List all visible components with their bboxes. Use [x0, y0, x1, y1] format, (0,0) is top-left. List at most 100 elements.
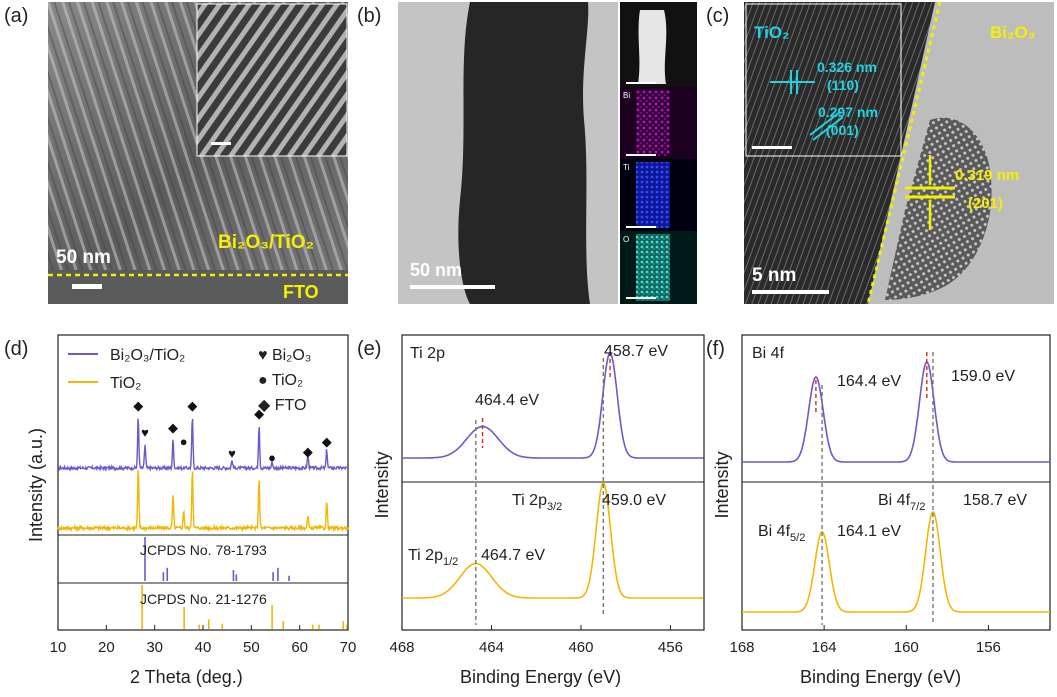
x-tick-label-d-1: 20 — [98, 639, 115, 656]
tio2-label: TiO₂ — [754, 23, 790, 42]
eds-scale-bar-2 — [626, 154, 656, 156]
eds-bi-signal — [636, 90, 670, 156]
phase-marker-4: ◆ — [187, 398, 197, 413]
x-axis-label-d: 2 Theta (deg.) — [130, 667, 243, 687]
hrtem-inset — [745, 3, 902, 157]
region-title-f: Bi 4f — [752, 345, 785, 362]
x-axis-label-e: Binding Energy (eV) — [460, 667, 621, 687]
bi2o3-particle — [885, 117, 992, 300]
phase-marker-6: ◆ — [254, 406, 264, 421]
scale-bar-c — [752, 290, 829, 294]
eds-label-o: O — [623, 235, 629, 244]
plane-110: (110) — [827, 77, 859, 93]
panel-letter-d: (d) — [4, 338, 28, 360]
peak-label-f1: 164.4 eV — [837, 373, 901, 390]
scale-bar-label-c: 5 nm — [752, 265, 796, 286]
panel-letter-b: (b) — [357, 5, 381, 27]
eds-o-signal — [636, 234, 670, 301]
peak-label-f3: 164.1 eV — [837, 523, 901, 540]
peak-label-e1: 464.4 eV — [475, 392, 539, 409]
x-tick-label-d-3: 40 — [195, 639, 212, 656]
scale-bar-label-a: 50 nm — [56, 247, 111, 268]
substrate-label: FTO — [283, 282, 319, 302]
x-tick-label-d-5: 60 — [291, 639, 308, 656]
scale-bar-a — [72, 284, 102, 289]
y-axis-label-f: Intensity — [712, 451, 732, 518]
x-tick-label-1-3: 456 — [658, 639, 683, 656]
orbital-name-f1: Bi 4f — [758, 523, 791, 540]
xps-series-1-1 — [402, 481, 704, 599]
peak-label-f4: 158.7 eV — [963, 492, 1027, 509]
x-tick-label-2-2: 160 — [894, 639, 919, 656]
phase-marker-2: ◆ — [168, 420, 178, 435]
xps-series-2-1 — [742, 511, 1050, 613]
plane-001: (001) — [826, 122, 859, 138]
panel-letter-f: (f) — [706, 338, 725, 360]
panel-e-xps-ti2p: (e) 468 464 460 456 Ti 2p 464.4 eV 458.7 eV… — [357, 334, 705, 687]
xps-series-2-0 — [742, 361, 1050, 463]
panel-f-xps-bi4f: (f) 168 164 160 156 Bi 4f 164.4 eV 159.0 eV… — [706, 334, 1051, 687]
legend-label-composite: Bi₂O₃/TiO₂ — [110, 347, 185, 364]
eds-ti-signal — [636, 162, 670, 228]
x-tick-label-d-0: 10 — [50, 639, 67, 656]
legend-marker-tio2: ● TiO₂ — [258, 372, 303, 389]
xrd-series-1 — [57, 469, 349, 533]
phase-marker-3: ● — [180, 434, 188, 449]
x-tick-label-1-1: 464 — [479, 639, 504, 656]
orbital-name-f2: Bi 4f — [878, 492, 911, 509]
y-axis-label-e: Intensity — [372, 451, 392, 518]
peak-label-e2: 458.7 eV — [604, 343, 668, 360]
legend-marker-fto: ◆ FTO — [258, 397, 306, 414]
xrd-series-0 — [57, 418, 349, 472]
orbital-sub-f1: 5/2 — [790, 532, 805, 544]
bi2o3-label: Bi₂O₃ — [990, 23, 1036, 42]
peak-label-f2: 159.0 eV — [951, 368, 1015, 385]
orbital-label-e2: Ti 2p3/2 — [512, 492, 562, 513]
x-tick-label-1-0: 468 — [389, 639, 414, 656]
orbital-sub-e1: 1/2 — [443, 556, 458, 568]
x-tick-label-d-6: 70 — [340, 639, 357, 656]
reference-label-1: JCPDS No. 78-1793 — [140, 542, 267, 558]
panel-letter-a: (a) — [4, 5, 28, 27]
eds-scale-bar-4 — [626, 297, 656, 299]
x-tick-label-2-3: 156 — [976, 639, 1001, 656]
inset-scale-bar — [211, 142, 231, 145]
inset-scale-bar-c — [752, 146, 792, 149]
phase-marker-7: ● — [268, 450, 276, 465]
interface-line — [866, 1, 942, 305]
d-spacing-201: 0.319 nm — [955, 167, 1019, 184]
eds-label-ti: Ti — [623, 163, 630, 172]
orbital-label-e1: Ti 2p1/2 — [408, 547, 458, 568]
phase-marker-5: ♥ — [228, 446, 236, 461]
panel-letter-c: (c) — [706, 5, 729, 27]
phase-marker-8: ◆ — [303, 444, 313, 459]
orbital-label-f1: Bi 4f5/2 — [758, 523, 805, 544]
orbital-sub-e2: 3/2 — [547, 501, 562, 513]
nanorod — [458, 2, 590, 304]
scale-bar-b — [410, 285, 495, 289]
x-tick-label-2-0: 168 — [729, 639, 754, 656]
d-spacing-110: 0.326 nm — [817, 59, 877, 75]
phase-marker-9: ◆ — [322, 434, 332, 449]
orbital-label-f2: Bi 4f7/2 — [878, 492, 925, 513]
peak-label-e3: 464.7 eV — [481, 547, 545, 564]
y-axis-label-d: Intensity (a.u.) — [26, 428, 46, 542]
sem-inset-image — [196, 3, 348, 157]
spacing-marker-001b — [812, 116, 844, 141]
phase-marker-1: ♥ — [141, 425, 149, 440]
scale-bar-label-b: 50 nm — [410, 260, 462, 280]
panel-b: (b) 50 nm Bi Ti O — [357, 2, 697, 304]
xps-series-1-0 — [402, 352, 704, 459]
x-tick-label-d-4: 50 — [243, 639, 260, 656]
x-axis-label-f: Binding Energy (eV) — [800, 667, 961, 687]
d-spacing-001: 0.297 nm — [818, 104, 878, 120]
panel-c: (c) TiO₂ Bi₂O₃ 0.326 nm (110) 0.297 nm (… — [706, 1, 1054, 305]
region-title-e: Ti 2p — [410, 345, 445, 362]
orbital-name-e2: Ti 2p — [512, 492, 547, 509]
material-label: Bi₂O₃/TiO₂ — [218, 232, 314, 253]
legend-marker-bi2o3: ♥ Bi₂O₃ — [258, 347, 311, 364]
haadf-rod — [638, 10, 667, 84]
legend-label-tio2: TiO₂ — [110, 375, 141, 392]
x-tick-label-2-1: 164 — [812, 639, 837, 656]
